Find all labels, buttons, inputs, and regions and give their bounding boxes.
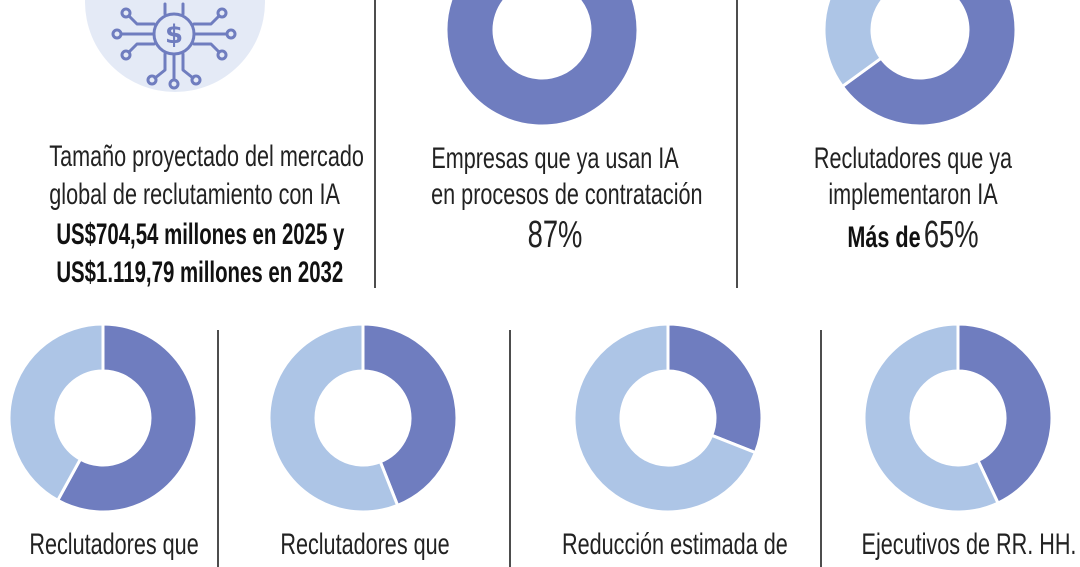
divider-bottom-1 (217, 330, 219, 567)
donut-slice-rest (822, 0, 885, 89)
donut-slice-value (666, 322, 764, 455)
market-line-1: Tamaño proyectado del mercado (49, 140, 364, 173)
money-network-icon: $ (85, 0, 265, 92)
recruiters-value: 65% (923, 214, 979, 256)
donut-chart-companies (444, 0, 640, 128)
recruiters-line-1: Reclutadores que ya (813, 142, 1013, 175)
market-line-3: US$704,54 millones en 2025 y (56, 218, 345, 251)
divider-top-2 (736, 0, 738, 288)
donut-slice-value (956, 322, 1054, 506)
market-line-2: global de reclutamiento con IA (49, 178, 340, 211)
divider-bottom-3 (820, 330, 822, 567)
donut-chart-bottom-4 (862, 322, 1054, 514)
donut-slice-rest (7, 322, 105, 503)
donut-slice-value (840, 0, 1018, 128)
donut-slice-rest (572, 322, 758, 514)
donut-chart-bottom-3 (572, 322, 764, 514)
bottom-4-caption: Ejecutivos de RR. HH. (861, 528, 1077, 561)
donut-slice-value (55, 322, 199, 514)
bottom-3-caption: Reducción estimada de (562, 528, 788, 561)
bottom-2-caption: Reclutadores que (280, 528, 450, 561)
svg-text:$: $ (165, 20, 183, 50)
market-line-4: US$1.119,79 millones en 2032 (56, 256, 344, 289)
bottom-1-caption: Reclutadores que (29, 528, 199, 561)
donut-slice-rest (267, 322, 400, 514)
divider-bottom-2 (509, 330, 511, 567)
donut-chart-bottom-2 (267, 322, 459, 514)
donut-chart-recruiters (822, 0, 1018, 128)
donut-chart-bottom-1 (7, 322, 199, 514)
donut-slice-value (444, 0, 640, 128)
companies-value: 87% (527, 214, 583, 256)
companies-line-1: Empresas que ya usan IA (431, 142, 679, 175)
recruiters-prefix: Más de (847, 221, 921, 254)
donut-slice-rest (862, 322, 1001, 514)
companies-line-2: en procesos de contratación (431, 178, 703, 211)
divider-top-1 (374, 0, 376, 288)
recruiters-line-2: implementaron IA (828, 178, 998, 211)
donut-slice-value (361, 322, 459, 508)
recruiters-value-line: Más de 65% (793, 214, 1033, 257)
